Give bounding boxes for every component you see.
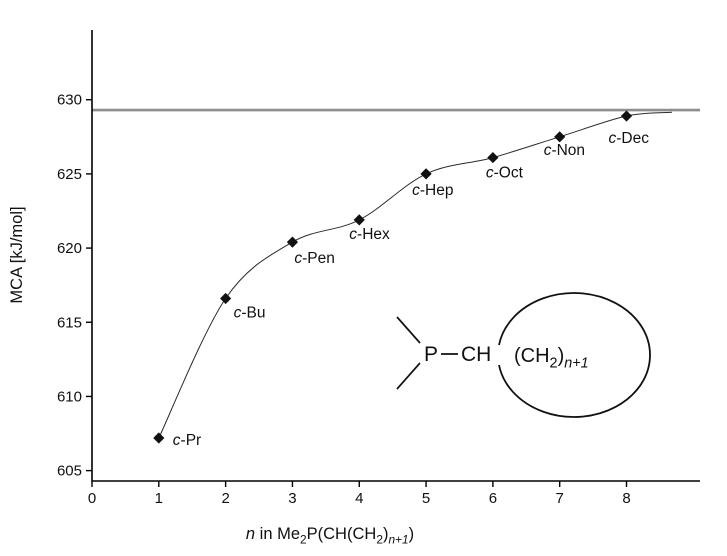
x-tick-label: 5	[422, 490, 430, 507]
x-tick-label: 4	[355, 490, 363, 507]
y-tick-label: 630	[57, 92, 82, 109]
data-point	[220, 292, 232, 305]
point-label: c-Pr	[173, 432, 201, 449]
y-axis-title: MCA [kJ/mol]	[8, 206, 26, 303]
phosphorus-label: P	[424, 343, 438, 366]
axes-frame	[91, 30, 700, 482]
methyl-bond-bottom	[396, 362, 421, 390]
x-tick-label: 0	[88, 490, 96, 507]
plot-area: c-Pr c-Bu c-Pen c-Hex c-Hep c-Oct c-Non c-Dec 0 1…	[57, 30, 700, 547]
data-point	[153, 432, 165, 444]
y-tick-label: 605	[57, 463, 82, 480]
y-tick-label: 625	[57, 166, 82, 183]
data-point	[554, 131, 566, 143]
point-label: c-Bu	[234, 305, 266, 322]
ring-bond	[498, 292, 651, 418]
point-label: c-Hep	[412, 182, 453, 199]
point-label: c-Hex	[349, 226, 390, 243]
y-tick-label: 610	[57, 388, 82, 405]
fit-curve	[158, 111, 672, 439]
data-point	[353, 214, 365, 226]
x-tick-label: 7	[556, 490, 564, 507]
y-tick-label: 615	[57, 314, 82, 331]
point-label: c-Non	[544, 142, 585, 159]
ring-formula: (CH2)n+1	[514, 345, 589, 372]
ch-label: CH	[461, 343, 491, 366]
x-tick-label: 2	[221, 490, 229, 507]
x-tick-label: 1	[155, 490, 163, 507]
data-point	[286, 236, 299, 248]
data-point	[487, 151, 499, 164]
x-tick-label: 3	[288, 490, 296, 507]
data-point	[420, 168, 432, 180]
point-label: c-Dec	[609, 130, 650, 147]
x-tick-label: 8	[622, 490, 630, 507]
x-axis-title: n in Me2P(CH(CH2)n+1)	[246, 525, 414, 547]
point-label: c-Pen	[294, 250, 335, 267]
point-label: c-Oct	[486, 165, 524, 182]
data-point	[620, 110, 633, 122]
y-tick-label: 620	[57, 240, 82, 257]
x-tick-label: 6	[489, 490, 497, 507]
methyl-bond-top	[396, 316, 421, 344]
